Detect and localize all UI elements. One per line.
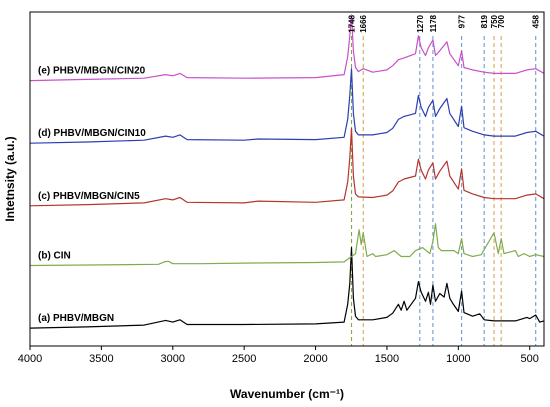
x-tick-label-2000: 2000	[303, 353, 327, 365]
x-tick-label-500: 500	[521, 353, 539, 365]
peak-label-1748: 1748	[348, 14, 357, 32]
x-tick-label-4000: 4000	[18, 353, 42, 365]
peak-label-750: 750	[490, 14, 499, 28]
series-lines	[29, 14, 545, 329]
peak-label-1666: 1666	[359, 14, 368, 32]
series-line-3	[29, 127, 545, 207]
x-tick-label-1500: 1500	[375, 353, 399, 365]
x-tick-label-3000: 3000	[161, 353, 185, 365]
peak-label-819: 819	[480, 14, 489, 28]
peak-label-1178: 1178	[429, 14, 438, 32]
peak-label-458: 458	[532, 14, 541, 28]
peak-label-977: 977	[458, 14, 467, 28]
reference-lines	[350, 36, 537, 346]
series-label-5: (e) PHBV/MBGN/CIN20	[38, 66, 146, 77]
series-label-1: (a) PHBV/MBGN	[38, 313, 114, 324]
peak-label-700: 700	[497, 14, 506, 28]
y-axis-title: Intetnsity (a.u.)	[3, 136, 17, 221]
series-label-3: (c) PHBV/MBGN/CIN5	[38, 191, 140, 202]
series-label-2: (b) CIN	[38, 250, 71, 261]
x-axis-title: Wavenumber (cm⁻¹)	[230, 387, 344, 401]
x-tick-label-1000: 1000	[446, 353, 470, 365]
series-line-5	[29, 14, 545, 82]
plot-frame	[29, 11, 545, 347]
x-tick-label-3500: 3500	[89, 353, 113, 365]
series-labels: (a) PHBV/MBGN (b) CIN (c) PHBV/MBGN/CIN5 (d…	[38, 66, 146, 325]
series-line-4	[29, 68, 545, 144]
series-line-2	[29, 223, 545, 267]
series-line-1	[29, 247, 545, 329]
series-label-4: (d) PHBV/MBGN/CIN10	[38, 128, 146, 139]
x-axis-ticks: 4000 3500 3000 2500 2000 1500 1000 500	[18, 346, 539, 365]
peak-label-1270: 1270	[416, 14, 425, 32]
x-tick-label-2500: 2500	[232, 353, 256, 365]
